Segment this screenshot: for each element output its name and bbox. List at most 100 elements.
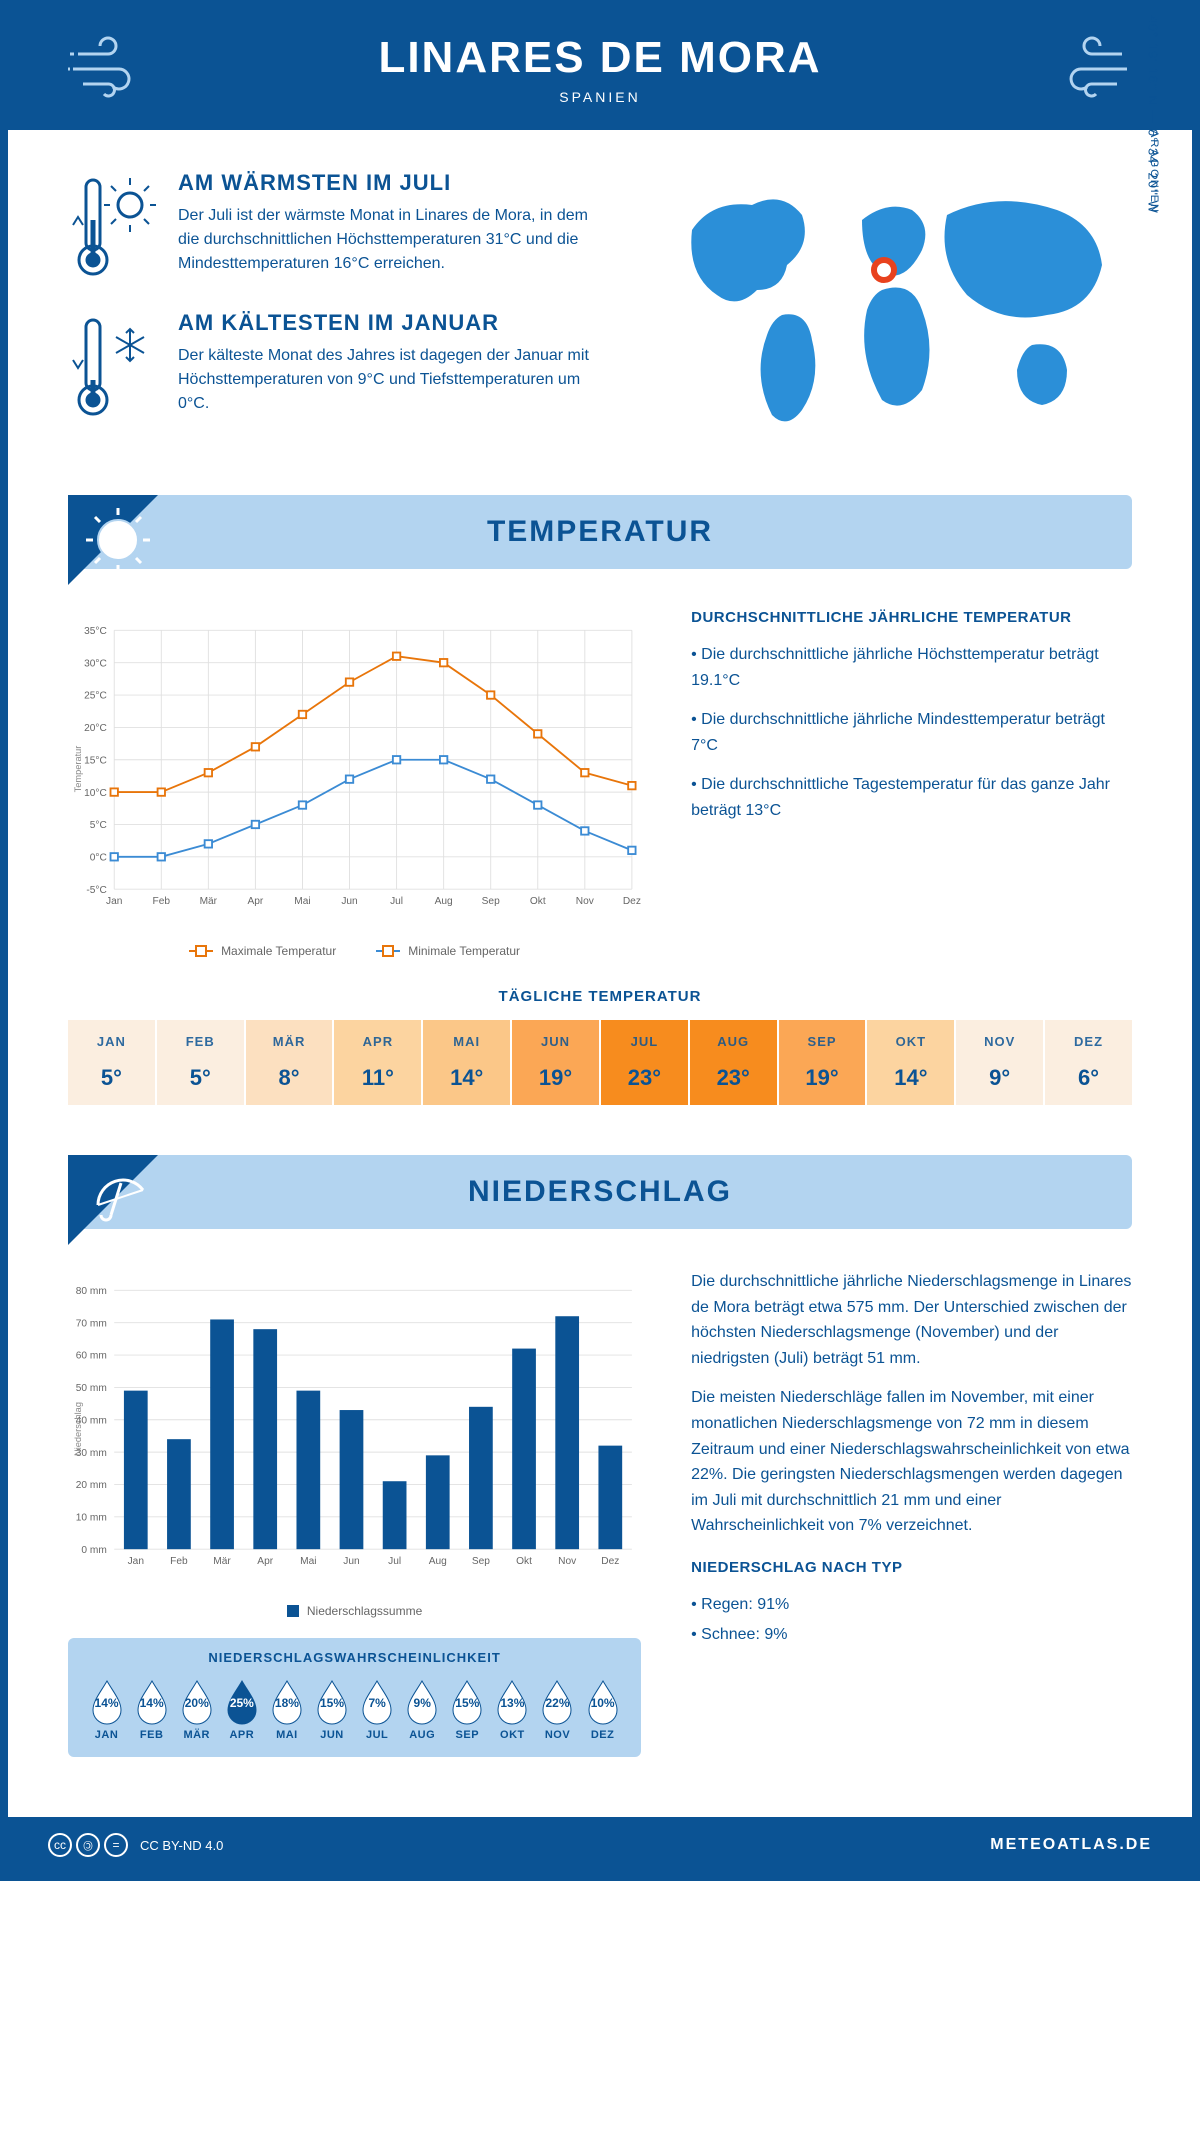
raindrop-icon: 25% xyxy=(223,1677,261,1725)
umbrella-icon xyxy=(83,1165,153,1235)
temp-cell-value: 14° xyxy=(867,1065,954,1091)
temp-cell-month: JUL xyxy=(601,1034,688,1049)
prob-month: FEB xyxy=(129,1729,174,1741)
svg-text:20°C: 20°C xyxy=(84,723,107,734)
svg-text:Okt: Okt xyxy=(530,896,546,907)
svg-text:30°C: 30°C xyxy=(84,658,107,669)
precip-type-bullet: • Regen: 91% xyxy=(691,1592,1132,1618)
svg-text:Apr: Apr xyxy=(257,1556,273,1567)
svg-text:60 mm: 60 mm xyxy=(76,1351,107,1362)
prob-month: SEP xyxy=(445,1729,490,1741)
svg-text:20 mm: 20 mm xyxy=(76,1480,107,1491)
temp-cell-month: NOV xyxy=(956,1034,1043,1049)
raindrop-icon: 7% xyxy=(358,1677,396,1725)
temperature-line-chart: -5°C0°C5°C10°C15°C20°C25°C30°C35°CJanFeb… xyxy=(68,609,641,929)
prob-month: NOV xyxy=(535,1729,580,1741)
precipitation-bar-chart: 0 mm10 mm20 mm30 mm40 mm50 mm60 mm70 mm8… xyxy=(68,1269,641,1589)
prob-cell: 13%OKT xyxy=(490,1677,535,1741)
svg-text:-5°C: -5°C xyxy=(86,885,106,896)
svg-text:Temperatur: Temperatur xyxy=(73,746,83,793)
prob-cell: 10% DEZ xyxy=(580,1677,625,1741)
prob-value: 25% xyxy=(230,1696,254,1710)
svg-text:Mär: Mär xyxy=(213,1556,231,1567)
svg-text:Niederschlag: Niederschlag xyxy=(73,1402,83,1456)
temp-cell-month: OKT xyxy=(867,1034,954,1049)
svg-text:50 mm: 50 mm xyxy=(76,1383,107,1394)
temp-cell-month: APR xyxy=(334,1034,421,1049)
wind-icon-left xyxy=(68,34,158,104)
svg-text:10 mm: 10 mm xyxy=(76,1513,107,1524)
thermometer-cold-icon xyxy=(68,310,158,420)
prob-value: 18% xyxy=(275,1696,299,1710)
temp-cell-value: 6° xyxy=(1045,1065,1132,1091)
raindrop-icon: 10% xyxy=(584,1677,622,1725)
precip-legend: Niederschlagssumme xyxy=(68,1604,641,1618)
prob-month: JUL xyxy=(355,1729,400,1741)
temp-cell: AUG23° xyxy=(690,1020,779,1105)
precip-paragraph: Die durchschnittliche jährliche Niedersc… xyxy=(691,1269,1132,1371)
temp-cell: DEZ 6° xyxy=(1045,1020,1132,1105)
temp-cell-value: 14° xyxy=(423,1065,510,1091)
legend-min: Minimale Temperatur xyxy=(408,944,520,958)
temp-cell: APR11° xyxy=(334,1020,423,1105)
temp-bullet: • Die durchschnittliche Tagestemperatur … xyxy=(691,772,1132,823)
temp-cell: FEB5° xyxy=(157,1020,246,1105)
temp-cell-month: MAI xyxy=(423,1034,510,1049)
prob-value: 13% xyxy=(500,1696,524,1710)
temperature-section-header: TEMPERATUR xyxy=(68,495,1132,569)
daily-temp-title: TÄGLICHE TEMPERATUR xyxy=(68,988,1132,1005)
prob-value: 9% xyxy=(414,1696,431,1710)
svg-text:Jun: Jun xyxy=(343,1556,359,1567)
prob-cell: 14%JAN xyxy=(84,1677,129,1741)
temperature-title: TEMPERATUR xyxy=(68,515,1132,549)
prob-month: APR xyxy=(219,1729,264,1741)
temp-bullet: • Die durchschnittliche jährliche Höchst… xyxy=(691,642,1132,693)
temp-cell-value: 5° xyxy=(157,1065,244,1091)
temp-cell-value: 19° xyxy=(512,1065,599,1091)
svg-text:Jun: Jun xyxy=(341,896,357,907)
temp-cell-month: DEZ xyxy=(1045,1034,1132,1049)
license-text: CC BY-ND 4.0 xyxy=(140,1838,223,1853)
svg-text:Feb: Feb xyxy=(153,896,171,907)
brand: METEOATLAS.DE xyxy=(990,1836,1152,1854)
footer: cc 🄯 = CC BY-ND 4.0 METEOATLAS.DE xyxy=(8,1817,1192,1873)
svg-text:Jan: Jan xyxy=(128,1556,144,1567)
svg-text:Dez: Dez xyxy=(601,1556,619,1567)
prob-cell: 25% APR xyxy=(219,1677,264,1741)
prob-month: AUG xyxy=(400,1729,445,1741)
temp-cell: JUN19° xyxy=(512,1020,601,1105)
warmest-text: Der Juli ist der wärmste Monat in Linare… xyxy=(178,204,612,276)
svg-text:Feb: Feb xyxy=(170,1556,188,1567)
temp-cell-value: 8° xyxy=(246,1065,333,1091)
wind-icon-right xyxy=(1042,34,1132,104)
raindrop-icon: 9% xyxy=(403,1677,441,1725)
svg-text:15°C: 15°C xyxy=(84,755,107,766)
page-title: LINARES DE MORA xyxy=(158,33,1042,83)
sun-icon xyxy=(83,505,153,575)
precipitation-title: NIEDERSCHLAG xyxy=(68,1175,1132,1209)
prob-title: NIEDERSCHLAGSWAHRSCHEINLICHKEIT xyxy=(84,1650,625,1665)
prob-value: 15% xyxy=(320,1696,344,1710)
world-map-svg xyxy=(652,170,1132,450)
coldest-block: AM KÄLTESTEN IM JANUAR Der kälteste Mona… xyxy=(68,310,612,420)
warmest-block: AM WÄRMSTEN IM JULI Der Juli ist der wär… xyxy=(68,170,612,280)
prob-value: 22% xyxy=(545,1696,569,1710)
raindrop-icon: 18% xyxy=(268,1677,306,1725)
prob-cell: 20%MÄR xyxy=(174,1677,219,1741)
temp-cell: JUL23° xyxy=(601,1020,690,1105)
precip-type-bullet: • Schnee: 9% xyxy=(691,1622,1132,1648)
svg-text:80 mm: 80 mm xyxy=(76,1286,107,1297)
raindrop-icon: 22% xyxy=(538,1677,576,1725)
temp-cell: SEP19° xyxy=(779,1020,868,1105)
header: LINARES DE MORA SPANIEN xyxy=(8,8,1192,130)
temp-cell-value: 19° xyxy=(779,1065,866,1091)
prob-cell: 14%FEB xyxy=(129,1677,174,1741)
prob-month: DEZ xyxy=(580,1729,625,1741)
temp-cell-value: 5° xyxy=(68,1065,155,1091)
svg-text:70 mm: 70 mm xyxy=(76,1318,107,1329)
svg-text:Aug: Aug xyxy=(429,1556,447,1567)
precipitation-probability-box: NIEDERSCHLAGSWAHRSCHEINLICHKEIT 14%JAN14… xyxy=(68,1638,641,1757)
coldest-title: AM KÄLTESTEN IM JANUAR xyxy=(178,310,612,336)
by-icon: 🄯 xyxy=(76,1833,100,1857)
prob-value: 10% xyxy=(591,1696,615,1710)
